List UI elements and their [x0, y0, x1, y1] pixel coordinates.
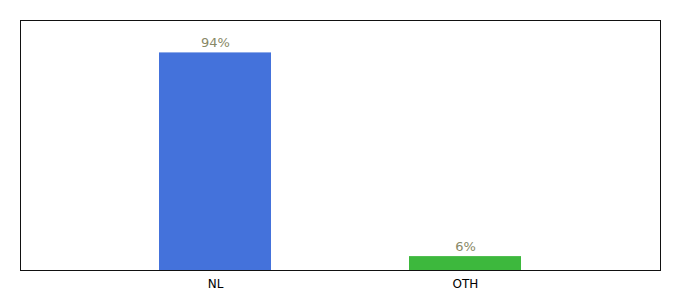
- svg-text:94%: 94%: [201, 35, 230, 50]
- svg-text:6%: 6%: [455, 239, 476, 254]
- svg-text:OTH: OTH: [453, 277, 479, 291]
- svg-text:NL: NL: [208, 277, 224, 291]
